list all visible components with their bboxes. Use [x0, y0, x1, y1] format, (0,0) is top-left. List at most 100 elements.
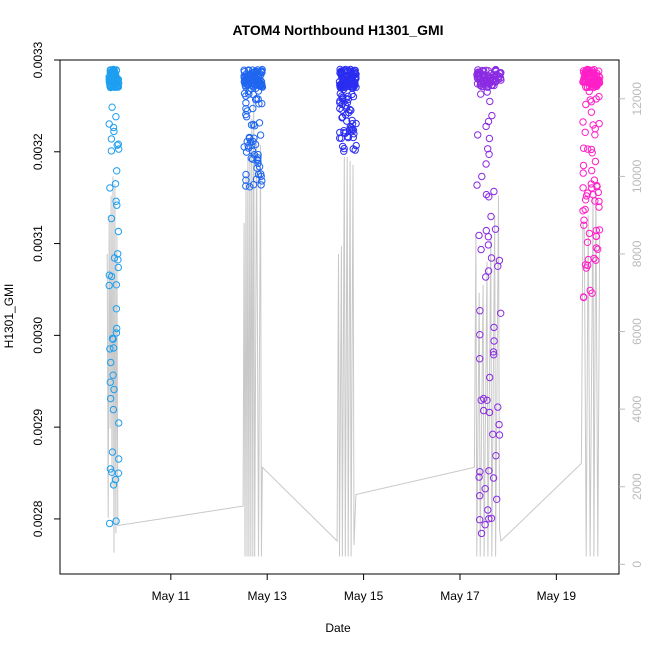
data-point: [338, 100, 346, 109]
y-axis-right: 0 2000 4000 6000 8000 10000 12000: [619, 82, 644, 568]
data-point: [255, 119, 264, 127]
data-point: [476, 468, 484, 476]
data-point: [490, 351, 498, 359]
data-point: [587, 108, 596, 116]
data-point: [108, 448, 117, 456]
x-axis-label: Date: [325, 621, 351, 635]
series-flight-4: [473, 65, 505, 538]
data-point: [339, 142, 347, 151]
data-point: [112, 281, 121, 289]
data-point: [107, 358, 115, 367]
data-point: [106, 345, 114, 353]
y-left-tick-label: 0.0033: [31, 41, 45, 78]
data-point: [249, 137, 257, 146]
data-point: [585, 72, 594, 81]
data-point: [242, 105, 250, 113]
data-point: [476, 75, 485, 83]
data-point: [256, 131, 265, 139]
data-point: [591, 157, 600, 166]
y-right-tick-label: 4000: [630, 395, 644, 422]
data-point: [340, 144, 348, 153]
data-point: [109, 335, 117, 343]
data-point: [477, 529, 486, 538]
series-flight-1: [105, 65, 123, 528]
data-point: [587, 98, 596, 106]
data-point: [485, 150, 493, 159]
data-point: [242, 113, 251, 121]
data-point: [492, 452, 500, 460]
data-point: [351, 146, 359, 154]
data-point: [585, 229, 594, 238]
data-point: [494, 403, 502, 411]
data-point: [106, 465, 115, 473]
y-right-tick-label: 8000: [630, 240, 644, 267]
data-point: [254, 95, 262, 103]
data-point: [258, 67, 266, 75]
data-point: [258, 80, 266, 89]
data-point: [594, 75, 602, 84]
data-point: [249, 155, 257, 163]
data-point: [105, 120, 113, 128]
data-point: [489, 71, 497, 79]
data-point: [595, 92, 603, 101]
data-point: [592, 226, 600, 235]
x-tick-label: May 15: [344, 589, 384, 603]
data-point: [589, 191, 597, 199]
data-point: [105, 271, 114, 279]
data-point: [485, 193, 493, 201]
data-point: [490, 81, 498, 90]
data-point: [477, 90, 485, 98]
data-point: [352, 141, 360, 150]
data-point: [340, 147, 348, 155]
y-right-tick-label: 12000: [630, 82, 644, 116]
data-point: [245, 90, 253, 98]
data-point: [485, 515, 493, 523]
data-point: [113, 324, 121, 333]
data-point: [240, 68, 249, 76]
data-point: [113, 141, 121, 149]
data-point: [484, 506, 492, 514]
data-point: [581, 196, 590, 204]
data-point: [350, 81, 358, 89]
data-point: [490, 187, 498, 196]
data-point: [106, 184, 114, 192]
data-point: [486, 373, 494, 382]
data-point: [484, 233, 493, 241]
data-point: [595, 119, 603, 128]
data-point: [346, 105, 354, 114]
data-point: [110, 385, 118, 394]
data-point: [590, 254, 598, 263]
data-point: [256, 82, 264, 91]
data-point: [107, 147, 116, 155]
data-point: [337, 67, 345, 76]
data-point: [107, 135, 116, 143]
data-point: [586, 96, 594, 104]
data-point: [579, 67, 588, 75]
data-point: [476, 355, 484, 363]
data-point: [113, 201, 121, 209]
data-point: [107, 214, 116, 223]
data-point: [249, 181, 258, 189]
data-point: [595, 226, 604, 234]
data-point: [242, 99, 250, 107]
chart-title: ATOM4 Northbound H1301_GMI: [232, 22, 443, 38]
data-point: [476, 307, 484, 315]
data-point: [347, 124, 355, 132]
data-point: [590, 66, 598, 74]
data-point: [480, 71, 489, 79]
data-point: [487, 254, 496, 262]
y-left-tick-label: 0.0032: [31, 133, 45, 170]
data-point: [485, 134, 494, 143]
data-point: [255, 69, 263, 77]
data-point: [258, 177, 266, 185]
data-point: [347, 106, 355, 115]
data-point: [594, 245, 602, 254]
data-points-layer: [105, 65, 604, 538]
data-point: [477, 396, 485, 404]
data-point: [112, 113, 120, 121]
data-point: [257, 181, 265, 189]
data-point: [115, 419, 123, 427]
data-point: [478, 172, 486, 181]
data-point: [336, 99, 344, 107]
data-point: [584, 145, 592, 153]
